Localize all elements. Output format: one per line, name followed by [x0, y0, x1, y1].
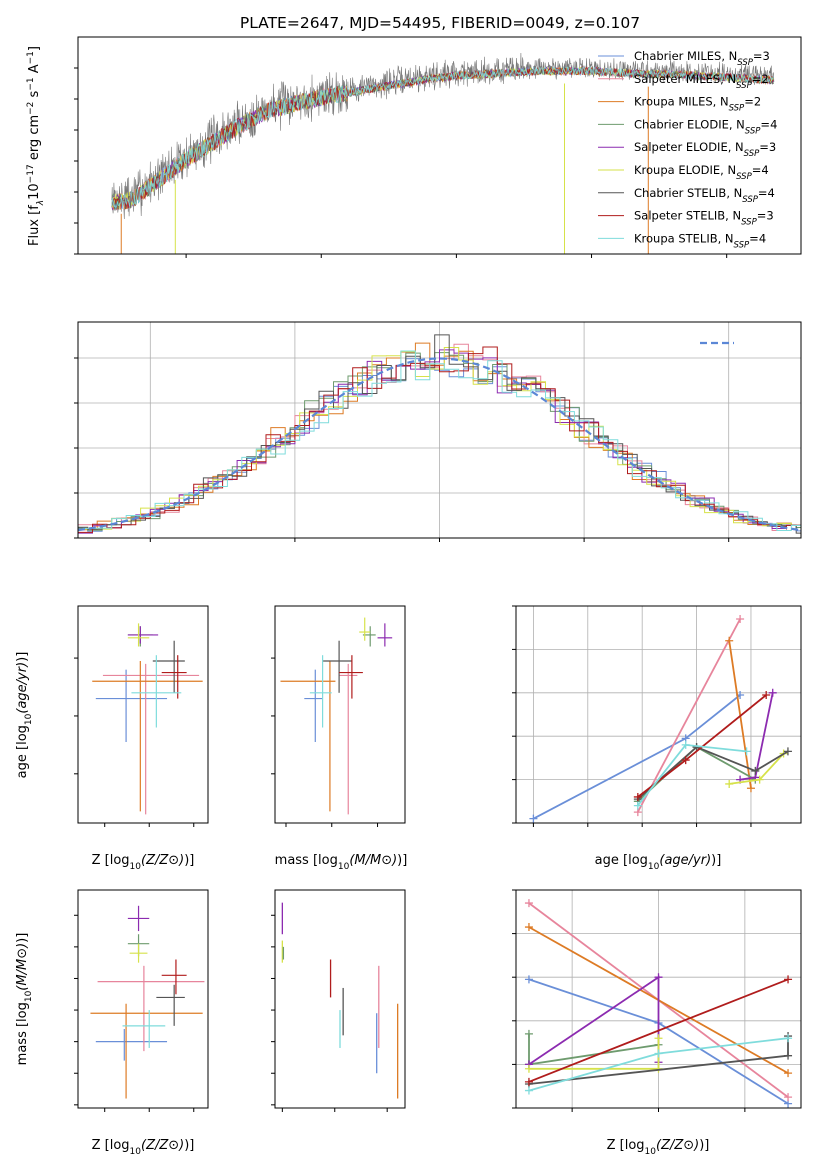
weight-series-line [637, 618, 741, 813]
legend-entry: Kroupa STELIB, NSSP=4 [634, 231, 766, 250]
weight-point-marker [762, 690, 771, 699]
legend-nssp: 2 [761, 72, 768, 86]
weight-point-marker [784, 1051, 793, 1060]
weight-point-marker [742, 747, 751, 756]
axes-frame [515, 889, 802, 1109]
legend-nssp: 3 [769, 140, 776, 154]
weight-point-marker [784, 1034, 793, 1043]
x-axis-label: mass [log10(M/M⊙))] [275, 853, 408, 872]
weight-point-marker [681, 740, 690, 749]
legend-nssp: 4 [768, 186, 775, 200]
x-axis-label: Z [log10(Z/Z⊙))] [92, 1138, 195, 1157]
axes-frame [77, 889, 209, 1109]
weight-point-marker [681, 756, 690, 765]
weight-point-marker [783, 747, 792, 756]
model-spectrum-line [111, 65, 774, 210]
legend-nssp: 4 [761, 163, 768, 177]
residual-histogram-step [78, 346, 801, 533]
legend-entry: Chabrier ELODIE, NSSP=4 [634, 117, 777, 136]
weight-vs-metallicity-panel: Z [log10(Z/Z⊙))] [512, 889, 802, 1157]
weight-point-marker [725, 636, 734, 645]
weight-point-marker [524, 1029, 533, 1038]
legend-entry: Chabrier STELIB, NSSP=4 [634, 186, 775, 205]
legend-nssp: 3 [766, 209, 773, 223]
y-axis-label: Flux [fλ10−17 erg cm−2 s−1 A−1] [26, 46, 46, 246]
y-axis-label: age [log10(age/yr))] [15, 652, 34, 779]
weight-point-marker [524, 1064, 533, 1073]
legend-model-name: Kroupa MILES [634, 95, 713, 109]
weight-point-marker [784, 1093, 793, 1102]
legend-entry: Kroupa ELODIE, NSSP=4 [634, 163, 769, 182]
legend-model-name: Salpeter ELODIE [634, 140, 728, 154]
x-axis-label: Z [log10(Z/Z⊙))] [607, 1138, 710, 1157]
legend-entry: Kroupa MILES, NSSP=2 [634, 95, 761, 114]
y-axis-label: mass [log10(M/M⊙))] [15, 933, 34, 1066]
weight-point-marker [784, 1069, 793, 1078]
weight-point-marker [633, 801, 642, 810]
weight-series-line [528, 978, 789, 1083]
weight-point-marker [784, 975, 793, 984]
weight-point-marker [524, 975, 533, 984]
axes-frame [77, 605, 209, 824]
weight-point-marker [633, 792, 642, 801]
weight-point-marker [524, 1086, 533, 1095]
weight-vs-age-panel: age [log10(age/yr))] [512, 605, 802, 872]
axes-frame [274, 889, 406, 1109]
axes-frame [274, 605, 406, 824]
residual-histogram-panel [74, 321, 802, 542]
weight-point-marker [768, 688, 777, 697]
weight-point-marker [654, 1049, 663, 1058]
axes-frame [515, 605, 802, 824]
age-vs-mass-panel: mass [log10(M/M⊙))] [271, 605, 408, 872]
legend-model-name: Salpeter MILES [634, 72, 720, 86]
legend-model-name: Kroupa ELODIE [634, 163, 720, 177]
axes-frame [77, 36, 802, 255]
legend-model-name: Salpeter STELIB [634, 209, 725, 223]
legend-model-name: Chabrier ELODIE [634, 117, 729, 131]
legend-nssp: 3 [763, 49, 770, 63]
x-axis-label: Z [log10(Z/Z⊙))] [92, 853, 195, 872]
weight-point-marker [529, 814, 538, 823]
spectrum-title: PLATE=2647, MJD=54495, FIBERID=0049, z=0… [240, 14, 640, 32]
legend-nssp: 4 [759, 231, 766, 245]
weight-point-marker [654, 1034, 663, 1043]
weight-point-marker [725, 779, 734, 788]
weight-point-marker [755, 775, 764, 784]
legend-entry: Salpeter STELIB, NSSP=3 [634, 209, 774, 228]
residual-histogram-step [78, 349, 801, 534]
weight-point-marker [524, 1077, 533, 1086]
legend-model-name: Chabrier STELIB [634, 186, 726, 200]
weight-series-line [728, 640, 752, 789]
weight-point-marker [654, 973, 663, 982]
weight-point-marker [746, 784, 755, 793]
mass-vs-ebv-panel [271, 889, 406, 1112]
legend-entry: Chabrier MILES, NSSP=3 [634, 49, 770, 68]
weight-point-marker [524, 923, 533, 932]
weight-series-line [637, 745, 789, 800]
legend-entry: Salpeter ELODIE, NSSP=3 [634, 140, 776, 159]
x-axis-label: age [log10(age/yr))] [595, 853, 722, 872]
legend-nssp: 4 [770, 117, 777, 131]
mass-vs-metallicity-panel: Z [log10(Z/Z⊙))] mass [log10(M/M⊙))] [15, 889, 209, 1157]
legend-model-name: Chabrier MILES [634, 49, 721, 63]
legend-model-name: Kroupa STELIB [634, 231, 718, 245]
age-vs-metallicity-panel: Z [log10(Z/Z⊙))] age [log10(age/yr))] [15, 605, 209, 872]
normal-curve-line [77, 357, 802, 532]
legend-entry: Salpeter MILES, NSSP=2 [634, 72, 769, 91]
weight-point-marker [736, 615, 745, 624]
axes-frame [77, 321, 802, 539]
weight-point-marker [524, 899, 533, 908]
legend-nssp: 2 [754, 95, 761, 109]
weight-point-marker [751, 766, 760, 775]
spectrum-panel: Chabrier MILES, NSSP=3 Salpeter MILES, NS… [26, 36, 802, 258]
